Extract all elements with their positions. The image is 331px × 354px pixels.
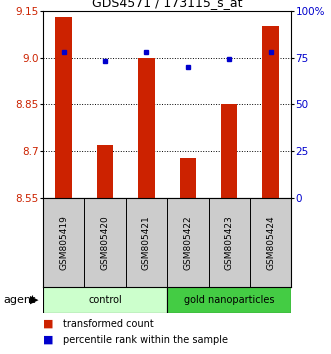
- FancyBboxPatch shape: [167, 287, 291, 313]
- Text: ■: ■: [43, 335, 54, 345]
- Text: agent: agent: [3, 295, 36, 305]
- Bar: [56, 17, 72, 198]
- Text: GSM805422: GSM805422: [183, 215, 192, 270]
- Text: percentile rank within the sample: percentile rank within the sample: [63, 335, 228, 345]
- Bar: [138, 57, 155, 198]
- Text: GSM805419: GSM805419: [59, 215, 68, 270]
- Bar: [97, 145, 113, 198]
- Text: GSM805420: GSM805420: [101, 215, 110, 270]
- Bar: [179, 158, 196, 198]
- FancyBboxPatch shape: [43, 287, 167, 313]
- Title: GDS4571 / 173115_s_at: GDS4571 / 173115_s_at: [92, 0, 242, 10]
- Text: transformed count: transformed count: [63, 319, 154, 329]
- Bar: [262, 26, 279, 198]
- Text: GSM805424: GSM805424: [266, 215, 275, 270]
- Text: gold nanoparticles: gold nanoparticles: [184, 295, 274, 305]
- Text: control: control: [88, 295, 122, 305]
- Bar: [221, 104, 238, 198]
- Text: GSM805421: GSM805421: [142, 215, 151, 270]
- Text: ▶: ▶: [30, 295, 38, 305]
- Text: ■: ■: [43, 319, 54, 329]
- Text: GSM805423: GSM805423: [225, 215, 234, 270]
